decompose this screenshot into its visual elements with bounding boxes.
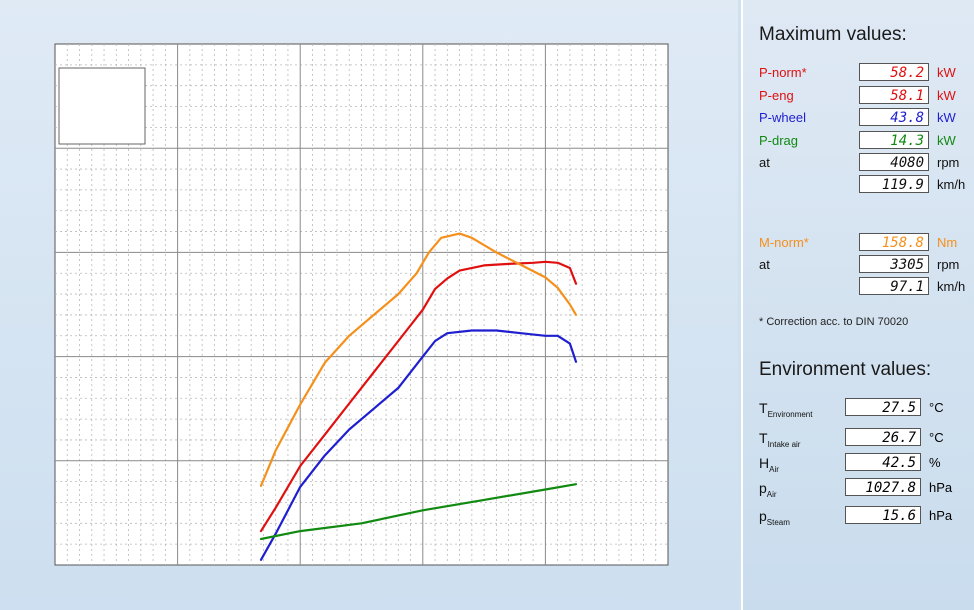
chart-area [0,0,738,610]
max-value-label: P-norm* [759,65,807,80]
environment-values-title: Environment values: [759,359,932,380]
environment-value-label: TIntake air [759,430,800,449]
max-value-label: P-wheel [759,110,806,125]
max-value-row: at 3305 rpm [759,255,974,275]
max-value-row: P-drag 14.3 kW [759,131,974,151]
max-value-row: at 4080 rpm [759,153,974,173]
max-value-unit: kW [937,133,956,148]
max-value-field: 58.2 [859,63,929,81]
environment-symbol-subscript: Intake air [767,439,801,449]
environment-symbol: T [759,430,768,446]
environment-value-label: TEnvironment [759,400,812,419]
max-value-unit: km/h [937,279,966,294]
max-value-unit: Nm [937,235,958,250]
environment-value-label: HAir [759,455,779,474]
correction-note: * Correction acc. to DIN 70020 [759,316,909,328]
environment-symbol: p [759,480,767,496]
values-panel: Maximum values: P-norm* 58.2 kW P-eng 58.1 kW… [741,0,974,610]
environment-symbol-subscript: Steam [766,517,790,527]
environment-value-row: HAir 42.5% [759,453,974,474]
environment-value-label: pSteam [759,508,790,527]
environment-value-field: 27.5 [845,398,921,416]
environment-symbol-subscript: Air [769,464,779,474]
environment-value-field: 15.6 [845,506,921,524]
environment-symbol: T [759,400,768,416]
series-line-2 [259,260,578,533]
max-value-field: 119.9 [859,175,929,193]
environment-symbol-subscript: Environment [767,409,813,419]
environment-value-unit: °C [929,400,944,415]
environment-value-row: TEnvironment 27.5 °C [759,398,974,419]
max-value-row: P-norm* 58.2 kW [759,63,974,83]
max-value-unit: km/h [937,177,966,192]
max-value-unit: rpm [937,257,960,272]
max-value-row: 119.9 km/h [759,175,974,195]
environment-value-field: 1027.8 [845,478,921,496]
environment-value-unit: hPa [929,480,953,495]
max-value-row: M-norm* 158.8 Nm [759,233,974,253]
series-line-3 [259,232,578,487]
series-line-0 [259,329,578,561]
max-value-label: at [759,155,770,170]
max-value-field: 4080 [859,153,929,171]
max-value-unit: kW [937,88,956,103]
max-value-label: P-drag [759,133,799,148]
environment-symbol-subscript: Air [766,489,777,499]
max-value-field: 97.1 [859,277,929,295]
power-torque-chart [54,43,669,566]
legend-box [58,67,146,145]
environment-value-field: 26.7 [845,428,921,446]
environment-value-unit: hPa [929,508,953,523]
max-value-row: P-wheel 43.8 kW [759,108,974,128]
environment-value-label: pAir [759,480,777,499]
max-value-field: 58.1 [859,86,929,104]
environment-value-field: 42.5 [845,453,921,471]
max-value-field: 158.8 [859,233,929,251]
environment-symbol: p [759,508,767,524]
max-value-row: 97.1 km/h [759,277,974,297]
max-value-unit: kW [937,110,956,125]
max-value-field: 14.3 [859,131,929,149]
environment-value-row: TIntake air 26.7 °C [759,428,974,449]
maximum-values-title: Maximum values: [759,24,907,45]
max-value-field: 43.8 [859,108,929,126]
series-line-1 [259,483,578,541]
max-value-label: P-eng [759,88,794,103]
environment-value-unit: °C [929,430,944,445]
max-value-field: 3305 [859,255,929,273]
environment-value-unit: % [929,455,941,470]
environment-symbol: H [759,455,770,471]
environment-value-row: pSteam 15.6 hPa [759,506,974,527]
environment-value-row: pAir 1027.8 hPa [759,478,974,499]
max-value-unit: kW [937,65,956,80]
max-value-label: at [759,257,770,272]
max-value-unit: rpm [937,155,960,170]
max-value-label: M-norm* [759,235,809,250]
max-value-row: P-eng 58.1 kW [759,86,974,106]
